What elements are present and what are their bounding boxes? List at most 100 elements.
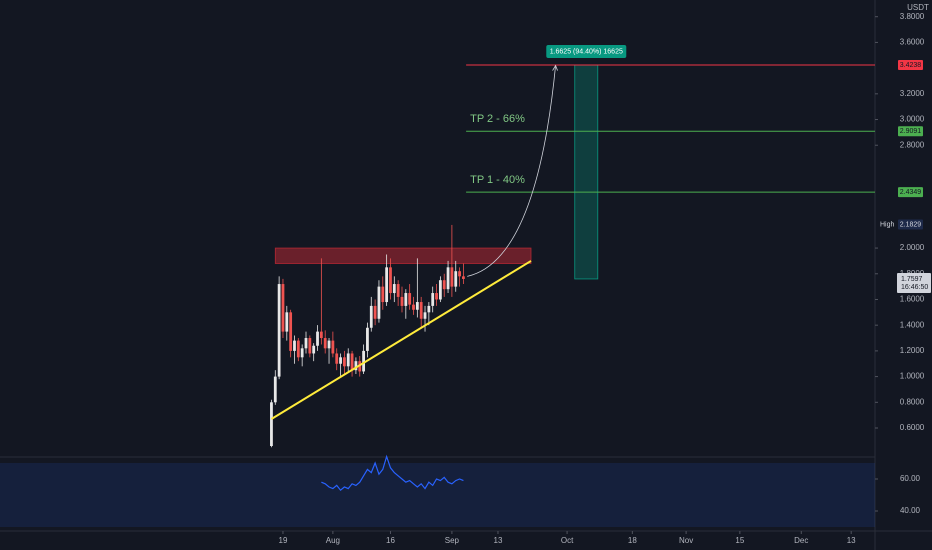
candle-body [423, 312, 427, 319]
x-tick-label: 18 [628, 536, 637, 545]
candle-body [308, 338, 312, 354]
x-tick-label: 15 [735, 536, 744, 545]
projection-curve [467, 65, 556, 277]
y-tick-label: 1.2000 [900, 346, 925, 355]
candle-body [404, 293, 408, 306]
candle-body [331, 340, 335, 354]
x-tick-label: 19 [279, 536, 288, 545]
last-price-time: 16:46:50 [901, 284, 928, 291]
resistance-zone [274, 247, 532, 264]
candle-body [373, 305, 377, 319]
candle-body [312, 345, 316, 354]
y-tick-label: 1.6000 [900, 295, 925, 304]
y-tick-label: 3.8000 [900, 12, 925, 21]
candle-body [281, 284, 285, 332]
level-price-box [898, 126, 923, 137]
candle-body [327, 340, 331, 349]
level-price: 2.4349 [900, 189, 922, 196]
candle-body [427, 305, 431, 313]
y-tick-label: 3.2000 [900, 89, 925, 98]
trendline [270, 260, 532, 420]
high-marker-label: High [880, 221, 895, 228]
x-tick-label: Nov [679, 536, 693, 545]
candle-body [446, 267, 450, 290]
candle-body [335, 353, 339, 364]
y-tick-label: 2.8000 [900, 140, 925, 149]
rsi-tick-label: 40.00 [900, 506, 921, 515]
candle-body [381, 286, 385, 303]
y-tick-label: 1.4000 [900, 320, 925, 329]
y-tick-label: 3.0000 [900, 115, 925, 124]
high-marker-value: 2.1829 [900, 221, 922, 228]
candle-body [319, 331, 323, 339]
candle-body [293, 340, 296, 351]
candle-body [354, 361, 358, 371]
candle-body [304, 338, 308, 349]
candle-body [289, 312, 293, 351]
candle-body [419, 302, 423, 319]
last-price-box [897, 272, 931, 293]
candle-body [458, 271, 461, 277]
candle-body [285, 312, 289, 332]
y-tick-label: 2.0000 [900, 243, 925, 252]
candle-body [450, 267, 454, 287]
candle-body [342, 357, 346, 367]
rsi-band [0, 463, 875, 527]
candle-body [346, 353, 350, 367]
high-marker-box [898, 219, 923, 230]
candle-body [316, 331, 319, 346]
candle-body [415, 302, 419, 310]
rsi-tick-label: 60.00 [900, 474, 921, 483]
candle-body [438, 280, 442, 300]
rsi-line [321, 454, 464, 492]
x-tick-label: Sep [445, 536, 460, 545]
measure-label-box [546, 45, 627, 59]
x-tick-label: 13 [847, 536, 856, 545]
candle-body [270, 402, 273, 447]
candle-body [273, 376, 277, 403]
candle-body [462, 276, 465, 279]
candle-body [369, 305, 373, 328]
measure-label: 1.6625 (94.40%) 16625 [550, 48, 623, 55]
candle-body [435, 293, 438, 300]
x-tick-label: 13 [494, 536, 503, 545]
currency: USDT [907, 3, 929, 12]
level-price: 3.4238 [900, 62, 922, 69]
projection-arrowhead [552, 64, 558, 71]
candle-body [300, 348, 304, 358]
candle-body [400, 296, 404, 306]
candle-body [385, 267, 389, 303]
y-tick-label: 0.8000 [900, 397, 925, 406]
last-price: 1.7597 [901, 276, 923, 283]
target-label: TP 2 - 66% [470, 113, 525, 125]
candle-body [412, 304, 415, 310]
y-tick-label: 1.0000 [900, 372, 925, 381]
x-tick-label: Oct [561, 536, 574, 545]
candle-body [389, 267, 392, 294]
candle-body [362, 350, 365, 372]
y-tick-label: 0.6000 [900, 423, 925, 432]
candle-body [442, 280, 446, 290]
candle-body [339, 357, 342, 364]
candle-body [408, 293, 412, 305]
x-tick-label: 16 [386, 536, 395, 545]
candle-body [392, 284, 396, 294]
candle-body [377, 286, 381, 319]
measure-box [574, 64, 599, 280]
x-tick-label: Aug [326, 536, 340, 545]
candle-body [396, 284, 400, 297]
candle-body [296, 340, 300, 358]
candle-body [366, 327, 369, 351]
candle-body [454, 271, 458, 287]
level-price-box [898, 60, 923, 71]
candle-body [431, 293, 435, 306]
target-label: TP 1 - 40% [470, 174, 525, 186]
level-price: 2.9091 [900, 128, 922, 135]
candle-body [323, 338, 327, 349]
candle-body [350, 353, 354, 371]
x-tick-label: Dec [794, 536, 808, 545]
y-tick-label: 3.6000 [900, 38, 925, 47]
